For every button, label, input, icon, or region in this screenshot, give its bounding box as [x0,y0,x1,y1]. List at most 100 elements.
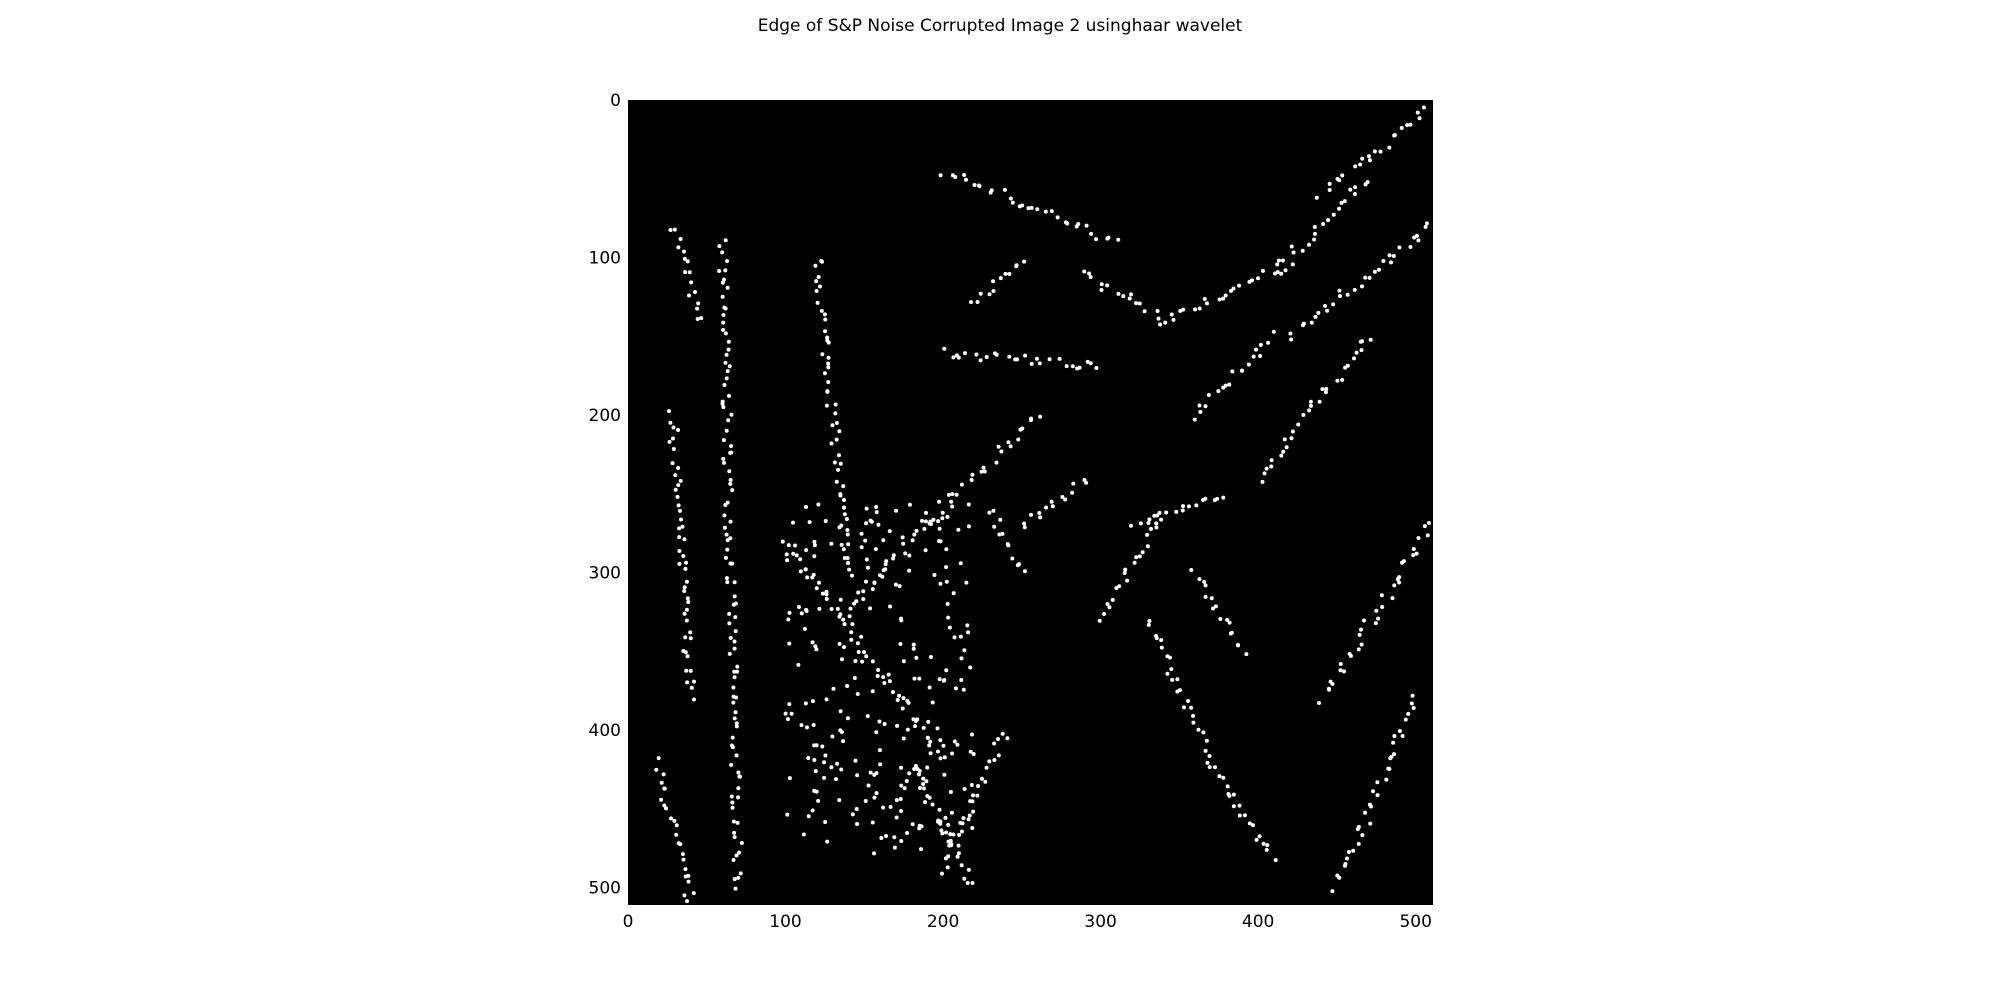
edge-pixel [1186,699,1191,704]
edge-pixel [951,591,956,596]
edge-pixel [921,786,926,791]
edge-pixel [1159,645,1164,650]
edge-pixel [894,815,899,820]
edge-pixel [905,831,910,836]
edge-pixel [961,687,966,692]
edge-pixel [1352,287,1357,292]
edge-pixel [898,641,903,646]
edge-pixel [734,724,739,729]
edge-pixel [1145,544,1150,549]
edge-pixel [1425,533,1430,538]
edge-pixel [1379,593,1384,598]
edge-pixel [807,520,812,525]
edge-pixel [850,622,855,627]
edge-pixel [938,581,943,586]
edge-pixel [727,651,732,656]
edge-pixel [865,714,870,719]
edge-pixel [1107,605,1112,610]
edge-pixel [923,548,928,553]
edge-pixel [936,818,941,823]
edge-pixel [855,692,860,697]
edge-pixel [724,576,729,581]
edge-pixel [678,478,683,483]
edge-pixel [886,672,891,677]
edge-pixel [1193,307,1198,312]
edge-pixel [861,650,866,655]
edge-pixel [688,636,693,641]
edge-pixel [1257,834,1262,839]
edge-pixel [874,510,879,515]
edge-pixel [1203,404,1208,409]
edge-pixel [839,542,844,547]
edge-pixel [1158,322,1163,327]
edge-pixel [839,657,844,662]
edge-pixel [845,555,850,560]
edge-pixel [1182,705,1187,710]
edge-pixel [733,615,738,620]
edge-pixel [992,758,997,763]
edge-pixel [1116,291,1121,296]
edge-pixel [953,175,958,180]
edge-pixel [1417,116,1422,121]
edge-pixel [676,483,681,488]
edge-pixel [970,881,975,886]
edge-pixel [670,436,675,441]
edge-pixel [723,555,728,560]
edge-pixel [874,771,879,776]
edge-pixel [863,579,868,584]
edge-pixel [1269,458,1274,463]
edge-pixel [1345,363,1350,368]
edge-pixel [1057,356,1062,361]
edge-pixel [678,842,683,847]
edge-pixel [833,777,838,782]
edge-pixel [1006,543,1011,548]
edge-pixel [813,644,818,649]
edge-pixel [1258,342,1263,347]
edge-pixel [1244,652,1249,657]
edge-pixel [830,423,835,428]
edge-pixel [1154,525,1159,530]
edge-pixel [691,679,696,684]
edge-pixel [882,681,887,686]
edge-pixel [941,678,946,683]
edge-pixel [684,579,689,584]
edge-pixel [917,826,922,831]
edge-pixel [1363,275,1368,280]
edge-pixel [732,580,737,585]
edge-pixel [837,429,842,434]
edge-pixel [949,810,954,815]
edge-pixel [1340,377,1345,382]
edge-pixel [962,876,967,881]
edge-pixel [975,793,980,798]
edge-pixel [720,250,725,255]
edge-pixel [799,611,804,616]
edge-pixel [863,538,868,543]
edge-pixel [890,690,895,695]
edge-pixel [717,244,722,249]
edge-pixel [687,293,692,298]
edge-pixel [927,795,932,800]
edge-pixel [838,597,843,602]
edge-pixel [969,477,974,482]
edge-pixel [1242,813,1247,818]
edge-pixel [1231,804,1236,809]
edge-pixel [1137,554,1142,559]
edge-pixel [682,256,687,261]
edge-pixel [920,518,925,523]
edge-pixel [785,717,790,722]
edge-pixel [731,700,736,705]
edge-pixel [987,292,992,297]
edge-pixel [1356,824,1361,829]
edge-pixel [685,654,690,659]
edge-pixel [1099,288,1104,293]
edge-pixel [825,389,830,394]
edge-pixel [735,669,740,674]
edge-pixel [959,863,964,868]
edge-pixel [1117,584,1122,589]
edge-pixel [842,497,847,502]
edge-pixel [899,839,904,844]
edge-pixel [842,505,847,510]
edge-pixel [1353,164,1358,169]
edge-pixel [1290,262,1295,267]
edge-pixel [810,640,815,645]
